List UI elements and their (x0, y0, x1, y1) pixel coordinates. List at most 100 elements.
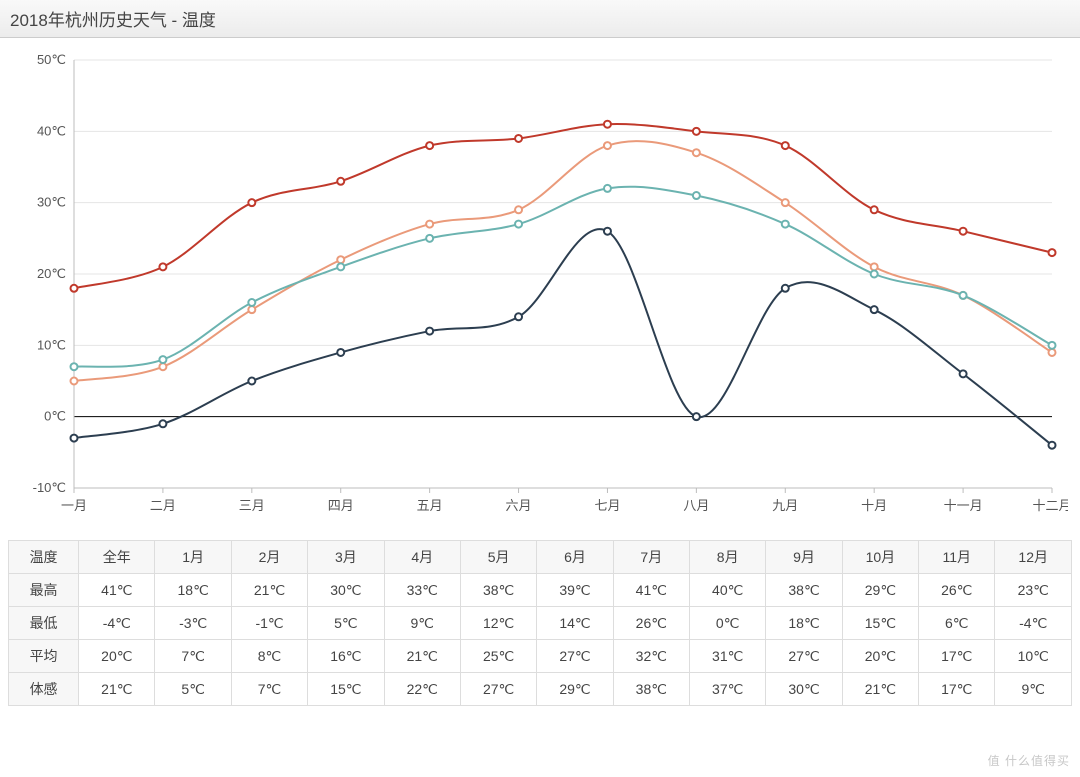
x-tick-label: 五月 (417, 498, 443, 513)
col-header: 9月 (766, 541, 842, 574)
data-point (159, 356, 166, 363)
cell: 29℃ (537, 673, 613, 706)
data-point (337, 263, 344, 270)
row-header: 最低 (9, 607, 79, 640)
cell: 27℃ (766, 640, 842, 673)
data-point (782, 199, 789, 206)
cell: 38℃ (460, 574, 536, 607)
cell: 32℃ (613, 640, 689, 673)
cell: 41℃ (79, 574, 155, 607)
cell: 26℃ (919, 574, 995, 607)
cell: 12℃ (460, 607, 536, 640)
data-point (515, 206, 522, 213)
y-tick-label: 0℃ (44, 409, 66, 424)
cell: 14℃ (537, 607, 613, 640)
cell: 5℃ (308, 607, 384, 640)
cell: 9℃ (384, 607, 460, 640)
cell: 21℃ (384, 640, 460, 673)
cell: 29℃ (842, 574, 918, 607)
data-point (871, 263, 878, 270)
data-point (426, 235, 433, 242)
cell: 38℃ (766, 574, 842, 607)
data-point (871, 206, 878, 213)
col-header: 11月 (919, 541, 995, 574)
series-最低 (74, 229, 1052, 445)
cell: 27℃ (460, 673, 536, 706)
data-point (248, 306, 255, 313)
data-point (693, 413, 700, 420)
temperature-line-chart: -10℃0℃10℃20℃30℃40℃50℃一月二月三月四月五月六月七月八月九月十… (12, 48, 1068, 528)
table-corner: 温度 (9, 541, 79, 574)
data-point (248, 299, 255, 306)
cell: 23℃ (995, 574, 1072, 607)
data-point (515, 221, 522, 228)
temperature-table: 温度全年1月2月3月4月5月6月7月8月9月10月11月12月 最高41℃18℃… (8, 540, 1072, 706)
cell: 6℃ (919, 607, 995, 640)
cell: -3℃ (155, 607, 231, 640)
y-tick-label: 20℃ (37, 266, 66, 281)
x-tick-label: 七月 (594, 498, 620, 513)
cell: 10℃ (995, 640, 1072, 673)
data-point (71, 378, 78, 385)
data-point (515, 135, 522, 142)
x-tick-label: 十一月 (944, 498, 983, 513)
cell: 7℃ (231, 673, 307, 706)
table-row: 最高41℃18℃21℃30℃33℃38℃39℃41℃40℃38℃29℃26℃23… (9, 574, 1072, 607)
cell: 16℃ (308, 640, 384, 673)
col-header: 10月 (842, 541, 918, 574)
cell: 18℃ (766, 607, 842, 640)
cell: 20℃ (842, 640, 918, 673)
y-tick-label: 40℃ (37, 123, 66, 138)
data-point (426, 142, 433, 149)
cell: 39℃ (537, 574, 613, 607)
table-row: 最低-4℃-3℃-1℃5℃9℃12℃14℃26℃0℃18℃15℃6℃-4℃ (9, 607, 1072, 640)
data-point (960, 292, 967, 299)
data-point (782, 285, 789, 292)
data-point (604, 121, 611, 128)
col-header: 3月 (308, 541, 384, 574)
page-title: 2018年杭州历史天气 - 温度 (0, 0, 1080, 38)
cell: 17℃ (919, 673, 995, 706)
cell: 17℃ (919, 640, 995, 673)
table-row: 平均20℃7℃8℃16℃21℃25℃27℃32℃31℃27℃20℃17℃10℃ (9, 640, 1072, 673)
cell: -1℃ (231, 607, 307, 640)
x-tick-label: 十月 (861, 498, 887, 513)
data-point (337, 178, 344, 185)
data-point (604, 142, 611, 149)
col-header: 1月 (155, 541, 231, 574)
cell: -4℃ (995, 607, 1072, 640)
col-header: 5月 (460, 541, 536, 574)
data-point (71, 435, 78, 442)
data-point (426, 221, 433, 228)
cell: 21℃ (842, 673, 918, 706)
data-point (871, 306, 878, 313)
col-header: 7月 (613, 541, 689, 574)
y-tick-label: -10℃ (33, 480, 66, 495)
y-tick-label: 30℃ (37, 195, 66, 210)
cell: 33℃ (384, 574, 460, 607)
cell: 26℃ (613, 607, 689, 640)
col-header: 2月 (231, 541, 307, 574)
data-point (159, 263, 166, 270)
row-header: 平均 (9, 640, 79, 673)
x-tick-label: 三月 (239, 498, 265, 513)
x-tick-label: 四月 (328, 498, 354, 513)
data-point (159, 363, 166, 370)
data-point (248, 378, 255, 385)
data-point (782, 221, 789, 228)
data-point (871, 271, 878, 278)
row-header: 最高 (9, 574, 79, 607)
chart-container: -10℃0℃10℃20℃30℃40℃50℃一月二月三月四月五月六月七月八月九月十… (0, 38, 1080, 536)
x-tick-label: 九月 (772, 498, 798, 513)
cell: 41℃ (613, 574, 689, 607)
x-tick-label: 二月 (150, 498, 176, 513)
data-point (1049, 349, 1056, 356)
col-header: 8月 (690, 541, 766, 574)
data-point (604, 228, 611, 235)
data-point (782, 142, 789, 149)
data-point (71, 363, 78, 370)
data-point (426, 328, 433, 335)
series-最高 (74, 124, 1052, 288)
cell: 15℃ (842, 607, 918, 640)
cell: 21℃ (79, 673, 155, 706)
